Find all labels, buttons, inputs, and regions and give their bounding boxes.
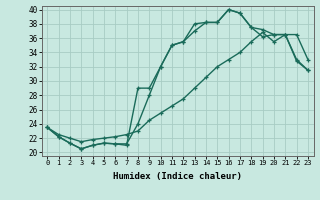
X-axis label: Humidex (Indice chaleur): Humidex (Indice chaleur) [113, 172, 242, 181]
